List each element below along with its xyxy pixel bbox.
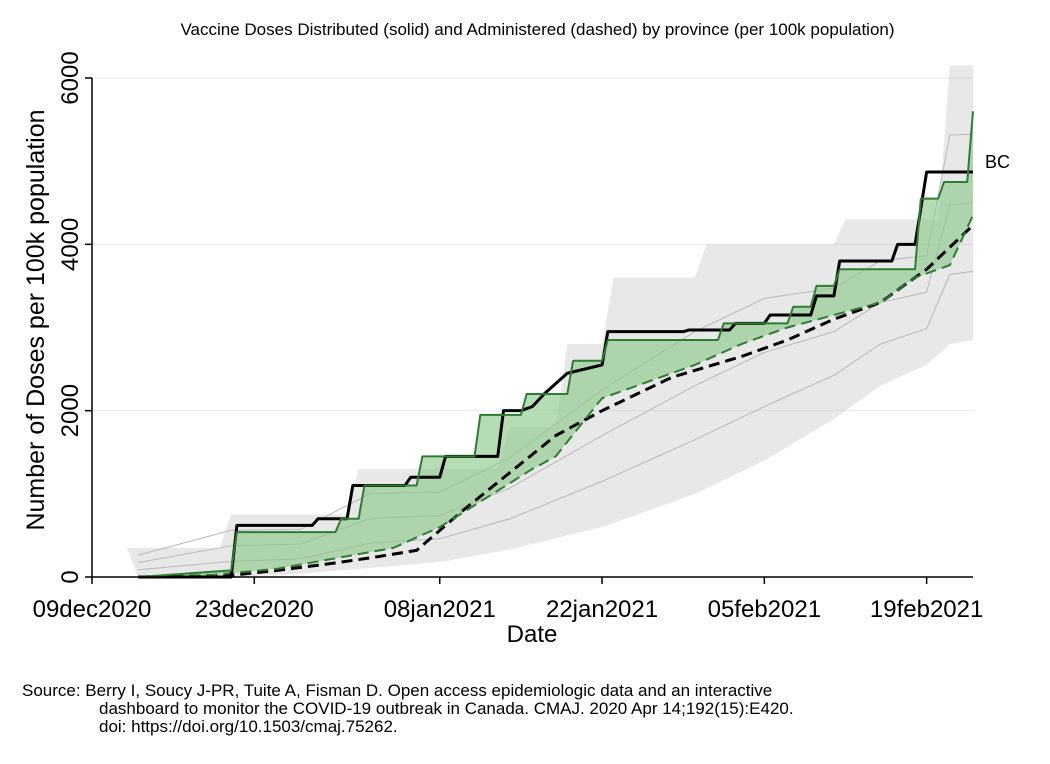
x-tick-label-1: 23dec2020 [195,596,314,623]
x-tick-label-5: 19feb2021 [870,596,983,623]
y-axis-title: Number of Doses per 100k population [22,109,50,530]
y-tick-label-1: 2000 [57,384,84,437]
y-tick-label-3: 6000 [57,51,84,104]
series-bc-distributed [138,111,974,578]
annotation-bc: BC [985,152,1010,172]
y-tick-label-0: 0 [57,570,84,583]
source-line-3: doi: https://doi.org/10.1503/cmaj.75262. [99,717,398,736]
source-line-1: Source: Berry I, Soucy J-PR, Tuite A, Fi… [22,681,773,700]
chart-title: Vaccine Doses Distributed (solid) and Ad… [180,20,895,39]
x-tick-label-2: 08jan2021 [384,596,496,623]
province-range-layer [126,65,974,578]
series-bc-administered [138,214,974,578]
y-tick-label-2: 4000 [57,218,84,271]
series-national-administered [138,224,975,579]
source-citation: Source: Berry I, Soucy J-PR, Tuite A, Fi… [22,682,794,736]
province-range-band [126,65,974,578]
series-layer [138,111,975,579]
x-tick-label-3: 22jan2021 [546,596,658,623]
x-tick-label-4: 05feb2021 [708,596,821,623]
x-tick-label-0: 09dec2020 [33,596,152,623]
source-line-2: dashboard to monitor the COVID-19 outbre… [99,699,794,718]
axis-layer: 0 2000 4000 6000 09dec2020 23dec2020 08jan2021… [33,51,984,623]
x-axis-title: Date [507,621,558,648]
